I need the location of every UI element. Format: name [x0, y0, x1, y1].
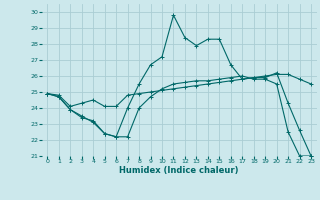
- X-axis label: Humidex (Indice chaleur): Humidex (Indice chaleur): [119, 166, 239, 175]
